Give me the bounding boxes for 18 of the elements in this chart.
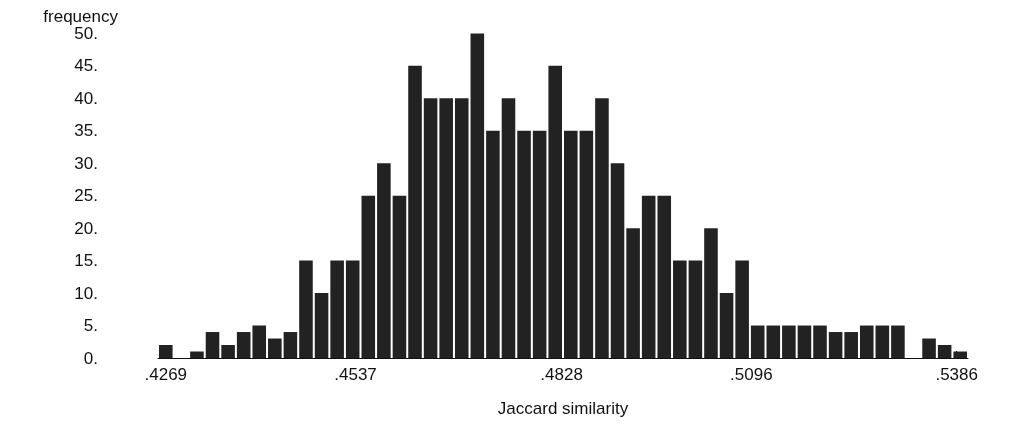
x-tick-label: .4269 [144,365,188,384]
x-tick-label: .5096 [730,365,773,384]
y-tick-label: 35. [74,121,98,141]
x-axis-title: Jaccard similarity [497,399,629,418]
x-tick-label: .4537 [334,365,377,384]
y-tick-label: 15. [74,251,98,271]
y-axis-title: frequency [43,7,119,26]
y-tick-label: 5. [83,316,98,336]
y-tick-label: 40. [74,88,98,108]
y-tick-label: 20. [74,218,98,238]
y-tick-label: 0. [83,348,98,368]
y-tick-label: 50. [74,23,98,43]
y-tick-label: 25. [74,186,98,206]
y-tick-label: 45. [74,56,98,76]
x-tick-label: .4828 [540,365,583,384]
y-tick-label: 30. [74,153,98,173]
x-tick-label: .5386 [935,365,978,384]
y-tick-label: 10. [74,283,98,303]
